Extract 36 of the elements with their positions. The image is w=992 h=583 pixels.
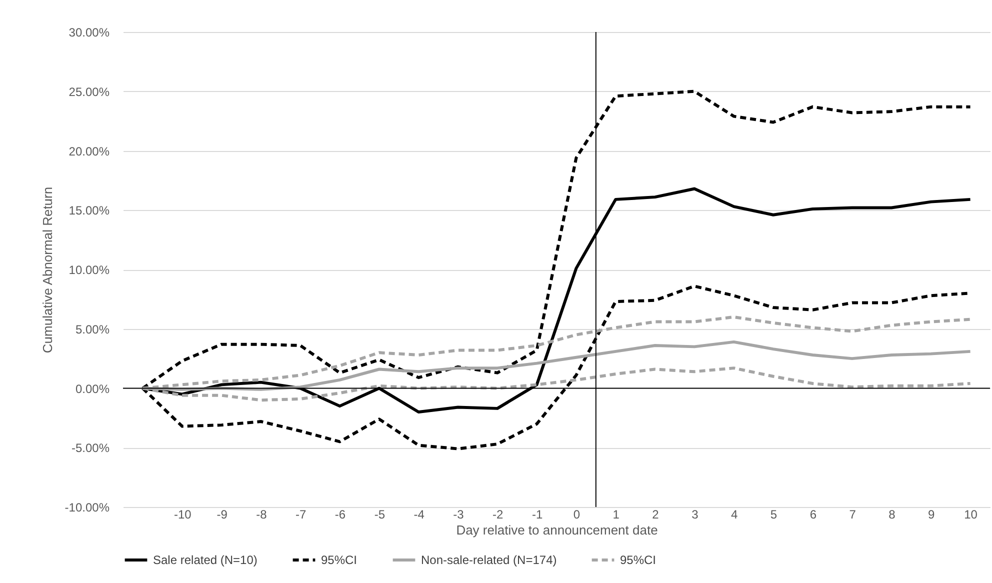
- x-tick-label: 10: [964, 508, 978, 522]
- x-tick-label: -1: [532, 508, 543, 522]
- x-tick-label: -7: [296, 508, 306, 522]
- x-tick-label: 6: [810, 508, 817, 522]
- legend-label: 95%CI: [321, 553, 358, 567]
- x-tick-label: -10: [174, 508, 192, 522]
- x-tick-label: 8: [888, 508, 896, 522]
- x-tick-label: -6: [334, 508, 346, 522]
- x-tick-label: 9: [928, 508, 936, 522]
- x-tick-label: 4: [730, 508, 738, 522]
- y-tick-label: 25.00%: [68, 84, 110, 99]
- x-tick-label: -3: [453, 508, 464, 522]
- y-tick-label: 0.00%: [75, 382, 110, 396]
- x-tick-label: -8: [256, 508, 268, 522]
- x-tick-label: 0: [573, 508, 580, 522]
- x-tick-label: 1: [612, 508, 620, 522]
- x-tick-label: 5: [770, 508, 778, 522]
- y-tick-label: -10.00%: [64, 500, 110, 514]
- x-axis-title: Day relative to announcement date: [456, 522, 658, 538]
- y-tick-label: 20.00%: [68, 144, 110, 158]
- y-tick-label: 5.00%: [75, 322, 110, 336]
- y-tick-label: 30.00%: [68, 26, 110, 40]
- x-tick-label: 2: [652, 508, 660, 522]
- x-tick-label: -4: [414, 508, 425, 522]
- legend-label: Sale related (N=10): [153, 553, 258, 567]
- x-tick-label: 7: [849, 508, 856, 522]
- x-tick-label: 3: [692, 508, 699, 522]
- legend-label: 95%CI: [620, 553, 656, 567]
- legend-label: Non-sale-related (N=174): [421, 553, 557, 567]
- y-tick-label: 10.00%: [68, 263, 110, 277]
- x-tick-label: -5: [374, 508, 386, 522]
- x-tick-label: -2: [492, 508, 504, 522]
- y-tick-label: -5.00%: [71, 441, 110, 456]
- y-tick-label: 15.00%: [68, 204, 110, 218]
- x-tick-label: -9: [216, 508, 228, 522]
- y-axis-title: Cumulative Abnormal Return: [40, 186, 55, 354]
